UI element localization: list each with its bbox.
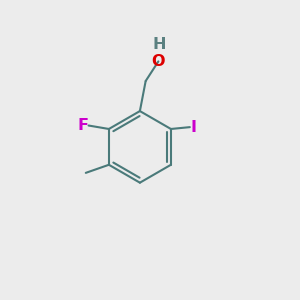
Text: F: F [78,118,89,133]
Text: I: I [191,120,197,135]
Text: H: H [152,37,166,52]
Text: O: O [152,54,165,69]
